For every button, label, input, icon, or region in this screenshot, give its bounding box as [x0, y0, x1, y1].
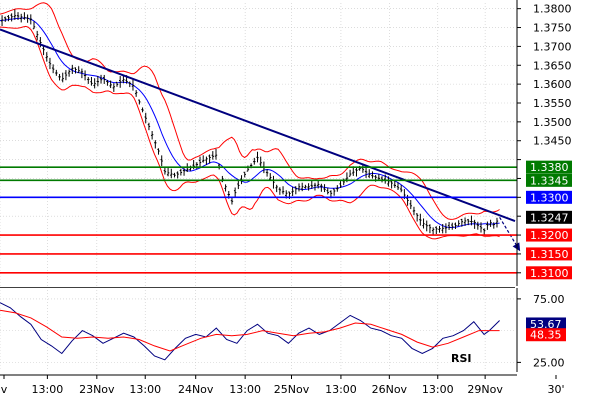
level-label-box: [526, 266, 572, 280]
rsi-lines: [0, 302, 500, 361]
level-label-box: [526, 247, 572, 261]
price-tick-label: 1.3600: [533, 78, 572, 91]
rsi-tick-label: 75.00: [533, 293, 565, 306]
x-axis: v 13:00 23Nov 13:00 24Nov 13:00 25Nov 13:00 26No…: [0, 374, 565, 396]
x-tick-label: 26Nov: [372, 383, 408, 396]
level-label: 1.3150: [530, 248, 569, 261]
price-tick-label: 1.3500: [533, 116, 572, 129]
price-y-axis: 1.3450 1.3500 1.3550 1.3600 1.3650 1.3700 1.37…: [516, 0, 572, 286]
level-label: 1.3345: [530, 174, 569, 187]
price-tick-label: 1.3750: [533, 22, 572, 35]
price-tick-label: 1.3550: [533, 97, 572, 110]
resistance-trendline: [0, 28, 516, 223]
rsi-value-box: [526, 328, 566, 342]
x-tick-label: v: [1, 383, 8, 396]
rsi-y-axis: 25.00 75.00: [516, 288, 565, 372]
x-tick-label: 29Nov: [467, 383, 503, 396]
price-tick-label: 1.3450: [533, 135, 572, 148]
level-label-box: [526, 173, 572, 187]
bollinger-lower-band: [0, 25, 500, 240]
x-tick-label: 23Nov: [79, 383, 115, 396]
level-label: 1.3247: [530, 211, 569, 224]
price-candles: [0, 9, 499, 236]
price-tick-label: 1.3800: [533, 3, 572, 16]
price-tick-label: 1.3650: [533, 59, 572, 72]
rsi-value-label: 48.35: [530, 329, 562, 342]
level-label: 1.3200: [530, 229, 569, 242]
x-tick-label: 13:00: [229, 383, 261, 396]
projection-arrow-line: [499, 216, 521, 252]
level-label-box: [526, 160, 572, 174]
x-tick-label: 13:00: [422, 383, 454, 396]
level-label: 1.3380: [530, 161, 569, 174]
price-trendlines: [0, 28, 521, 252]
rsi-line: [0, 302, 500, 361]
x-tick-label: 13:00: [129, 383, 161, 396]
x-tick-label: 30': [547, 383, 564, 396]
level-label-box: [526, 190, 572, 204]
projection-arrow-head: [512, 242, 521, 252]
x-tick-label: 24Nov: [178, 383, 214, 396]
x-tick-label: 13:00: [325, 383, 357, 396]
rsi-annotation: RSI: [451, 352, 472, 365]
x-tick-label: 13:00: [32, 383, 64, 396]
level-label-box: [526, 228, 572, 242]
x-tick-label: 25Nov: [274, 383, 310, 396]
rsi-value-box: [526, 317, 566, 331]
rsi-grid: [0, 287, 515, 370]
rsi-signal-line: [0, 309, 500, 352]
rsi-value-label: 53.67: [530, 318, 562, 331]
level-label: 1.3300: [530, 191, 569, 204]
level-label: 1.3100: [530, 267, 569, 280]
price-tick-label: 1.3700: [533, 40, 572, 53]
level-label-box: [526, 210, 572, 224]
rsi-tick-label: 25.00: [533, 356, 565, 369]
